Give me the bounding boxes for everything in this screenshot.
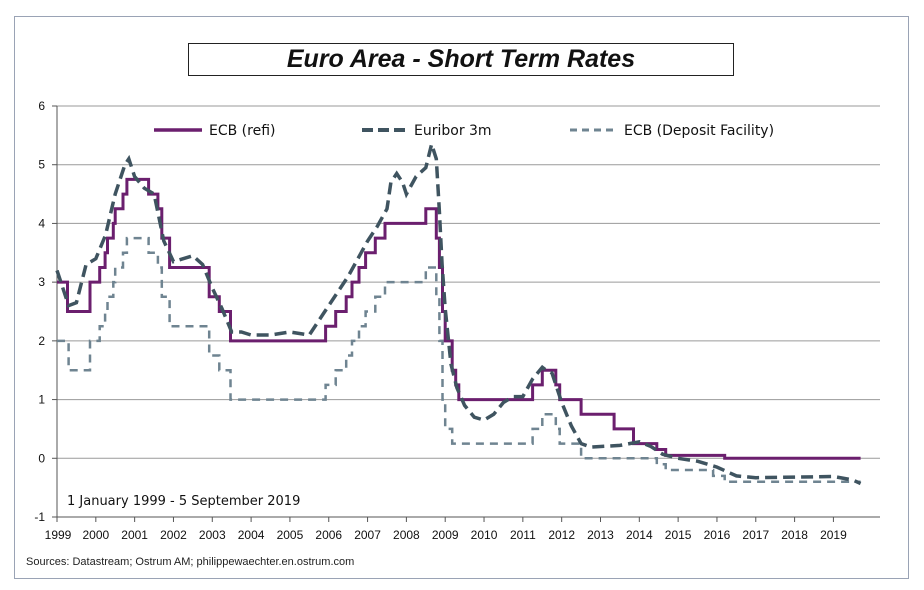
y-tick-label: 0 <box>38 451 45 465</box>
x-tick-label: 2001 <box>121 528 148 542</box>
y-tick-label: 4 <box>38 216 45 230</box>
y-tick-label: 3 <box>38 275 45 289</box>
date-range-label: 1 January 1999 - 5 September 2019 <box>67 494 300 509</box>
grid-lines <box>57 105 880 518</box>
x-tick-label: 2019 <box>820 528 847 542</box>
x-tick-label: 2005 <box>277 528 304 542</box>
series-euribor-line <box>55 137 862 486</box>
series-lines <box>55 137 862 486</box>
x-tick-label: 2002 <box>160 528 187 542</box>
sources-note: Sources: Datastream; Ostrum AM; philippe… <box>26 556 355 568</box>
series-refi-line <box>57 177 861 460</box>
legend-deposit-label: ECB (Deposit Facility) <box>624 123 774 139</box>
legend-deposit: ECB (Deposit Facility) <box>570 123 774 139</box>
x-tick-label: 2016 <box>704 528 731 542</box>
x-tick-label: 2015 <box>665 528 692 542</box>
legend-euribor: Euribor 3m <box>362 123 492 139</box>
legend-refi-label: ECB (refi) <box>209 123 275 139</box>
series-deposit-line <box>57 236 861 484</box>
x-tick-label: 2004 <box>238 528 265 542</box>
x-tick-label: 2008 <box>393 528 420 542</box>
y-tick-label: 5 <box>38 158 45 172</box>
y-tick-label: -1 <box>34 510 45 524</box>
x-tick-label: 2017 <box>742 528 769 542</box>
x-tick-label: 2003 <box>199 528 226 542</box>
x-tick-label: 2010 <box>471 528 498 542</box>
y-tick-label: 2 <box>38 334 45 348</box>
x-tick-label: 2011 <box>510 528 536 542</box>
x-tick-label: 2018 <box>781 528 808 542</box>
legend-euribor-label: Euribor 3m <box>414 123 492 139</box>
y-tick-label: 6 <box>38 99 45 113</box>
chart-title: Euro Area - Short Term Rates <box>286 45 636 73</box>
x-tick-label: 2006 <box>315 528 342 542</box>
chart-title-box: Euro Area - Short Term Rates <box>188 43 734 76</box>
y-tick-label: 1 <box>38 393 45 407</box>
x-tick-label: 2009 <box>432 528 459 542</box>
legend: ECB (refi) Euribor 3m ECB (Deposit Facilit… <box>154 123 774 139</box>
legend-refi: ECB (refi) <box>154 123 275 139</box>
x-tick-label: 2014 <box>626 528 653 542</box>
x-tick-label: 2007 <box>354 528 381 542</box>
x-tick-label: 2013 <box>587 528 614 542</box>
x-tick-label: 1999 <box>45 528 72 542</box>
x-tick-label: 2000 <box>82 528 109 542</box>
x-tick-label: 2012 <box>548 528 575 542</box>
